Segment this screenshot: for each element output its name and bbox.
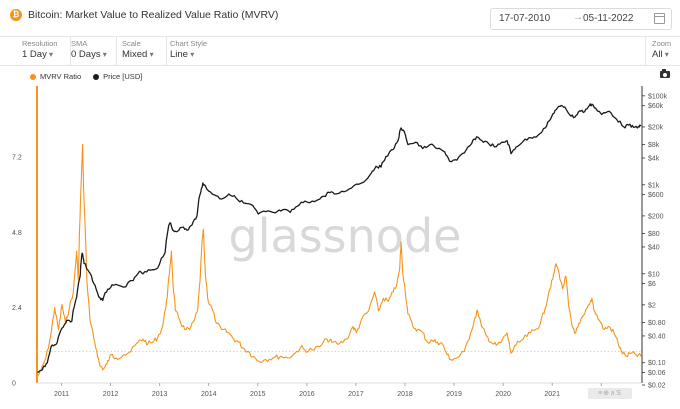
series-line-price	[37, 103, 642, 374]
x-tick-label: 2020	[495, 391, 511, 398]
right-tick-label: $600	[648, 192, 664, 199]
legend-swatch-mvrv	[30, 73, 36, 80]
corner-badge: ≡⊕∧S	[588, 388, 632, 399]
date-from-input[interactable]: 17-07-2010	[499, 13, 551, 24]
zoom-label: Zoom	[652, 39, 672, 48]
right-tick-label: $1k	[648, 182, 660, 189]
chart-controls: Resolution 1 Day SMA 0 Days Scale Mixed …	[0, 37, 680, 66]
title-group: ₿ Bitcoin: Market Value to Realized Valu…	[10, 9, 278, 21]
right-tick-label: $6	[648, 281, 656, 288]
calendar-icon[interactable]	[654, 13, 665, 24]
right-tick-label: $200	[648, 213, 664, 220]
right-tick-label: $60k	[648, 103, 664, 110]
x-axis-ticks: 2011 2012 2013 2014 2015 2016 2017 2018 2019 2020…	[54, 383, 609, 398]
x-tick-label: 2015	[250, 391, 266, 398]
series-line-mvrv	[37, 143, 642, 377]
x-tick-label: 2021	[544, 391, 560, 398]
x-tick-label: 2011	[54, 391, 69, 398]
x-tick-label: 2019	[446, 391, 462, 398]
camera-icon[interactable]	[660, 69, 670, 78]
legend-label-mvrv: MVRV Ratio	[40, 72, 82, 81]
legend-label-price: Price [USD]	[103, 72, 143, 81]
legend-item-mvrv[interactable]: MVRV Ratio	[30, 72, 81, 81]
right-tick-label: $100k	[648, 93, 668, 100]
right-tick-label: $2	[648, 302, 656, 309]
legend-swatch-price	[93, 73, 100, 80]
page-title: Bitcoin: Market Value to Realized Value …	[28, 9, 279, 21]
right-tick-label: $10	[648, 271, 660, 278]
resolution-label: Resolution	[22, 39, 58, 48]
right-tick-label: $0.10	[648, 360, 666, 367]
chart-header: ₿ Bitcoin: Market Value to Realized Valu…	[0, 0, 680, 37]
chart-style-value[interactable]: Line	[170, 49, 228, 60]
x-tick-label: 2013	[152, 391, 168, 398]
right-tick-label: $0.40	[648, 333, 666, 340]
sma-value[interactable]: 0 Days	[71, 49, 116, 60]
left-tick-label: 0	[12, 381, 16, 388]
right-tick-label: $4k	[648, 156, 660, 163]
watermark: glassnode	[229, 209, 462, 263]
right-tick-label: $0.80	[648, 320, 666, 327]
bitcoin-icon: ₿	[10, 9, 22, 21]
chart-style-select[interactable]: Chart Style Line	[162, 37, 228, 65]
right-tick-label: $20k	[648, 124, 664, 131]
right-axis-ticks: $100k $60k $20k $8k $4k $1k $600 $200 $80 $40 $10 $…	[642, 93, 668, 390]
zoom-value[interactable]: All	[652, 49, 680, 60]
right-tick-label: $0.06	[648, 370, 666, 377]
arrow-right-icon: →	[573, 12, 583, 23]
left-tick-label: 4.8	[12, 230, 22, 237]
right-tick-label: $8k	[648, 142, 660, 149]
x-tick-label: 2012	[103, 391, 119, 398]
date-to-input[interactable]: 05-11-2022	[583, 13, 634, 24]
chart-grid	[36, 86, 643, 384]
left-axis-ticks: 0 2.4 4.8 7.2	[12, 155, 22, 388]
legend-item-price[interactable]: Price [USD]	[93, 72, 142, 81]
chart-legend: MVRV Ratio Price [USD]	[30, 72, 154, 81]
zoom-select[interactable]: Zoom All	[645, 37, 680, 65]
x-tick-label: 2014	[201, 391, 217, 398]
right-tick-label: $40	[648, 244, 660, 251]
scale-select[interactable]: Scale Mixed	[114, 37, 167, 65]
sma-select[interactable]: SMA 0 Days	[63, 37, 117, 65]
sma-label: SMA	[71, 39, 88, 48]
resolution-value[interactable]: 1 Day	[22, 49, 70, 60]
x-tick-label: 2017	[348, 391, 364, 398]
chart-style-label: Chart Style	[170, 39, 208, 48]
left-tick-label: 7.2	[12, 155, 22, 162]
date-range-picker[interactable]: 17-07-2010 → 05-11-2022	[490, 8, 672, 30]
x-tick-label: 2018	[397, 391, 413, 398]
x-tick-label: 2016	[299, 391, 315, 398]
right-tick-label: $0.02	[648, 383, 666, 390]
scale-label: Scale	[122, 39, 141, 48]
scale-value[interactable]: Mixed	[122, 49, 166, 60]
right-tick-label: $80	[648, 231, 660, 238]
left-tick-label: 2.4	[12, 305, 22, 312]
